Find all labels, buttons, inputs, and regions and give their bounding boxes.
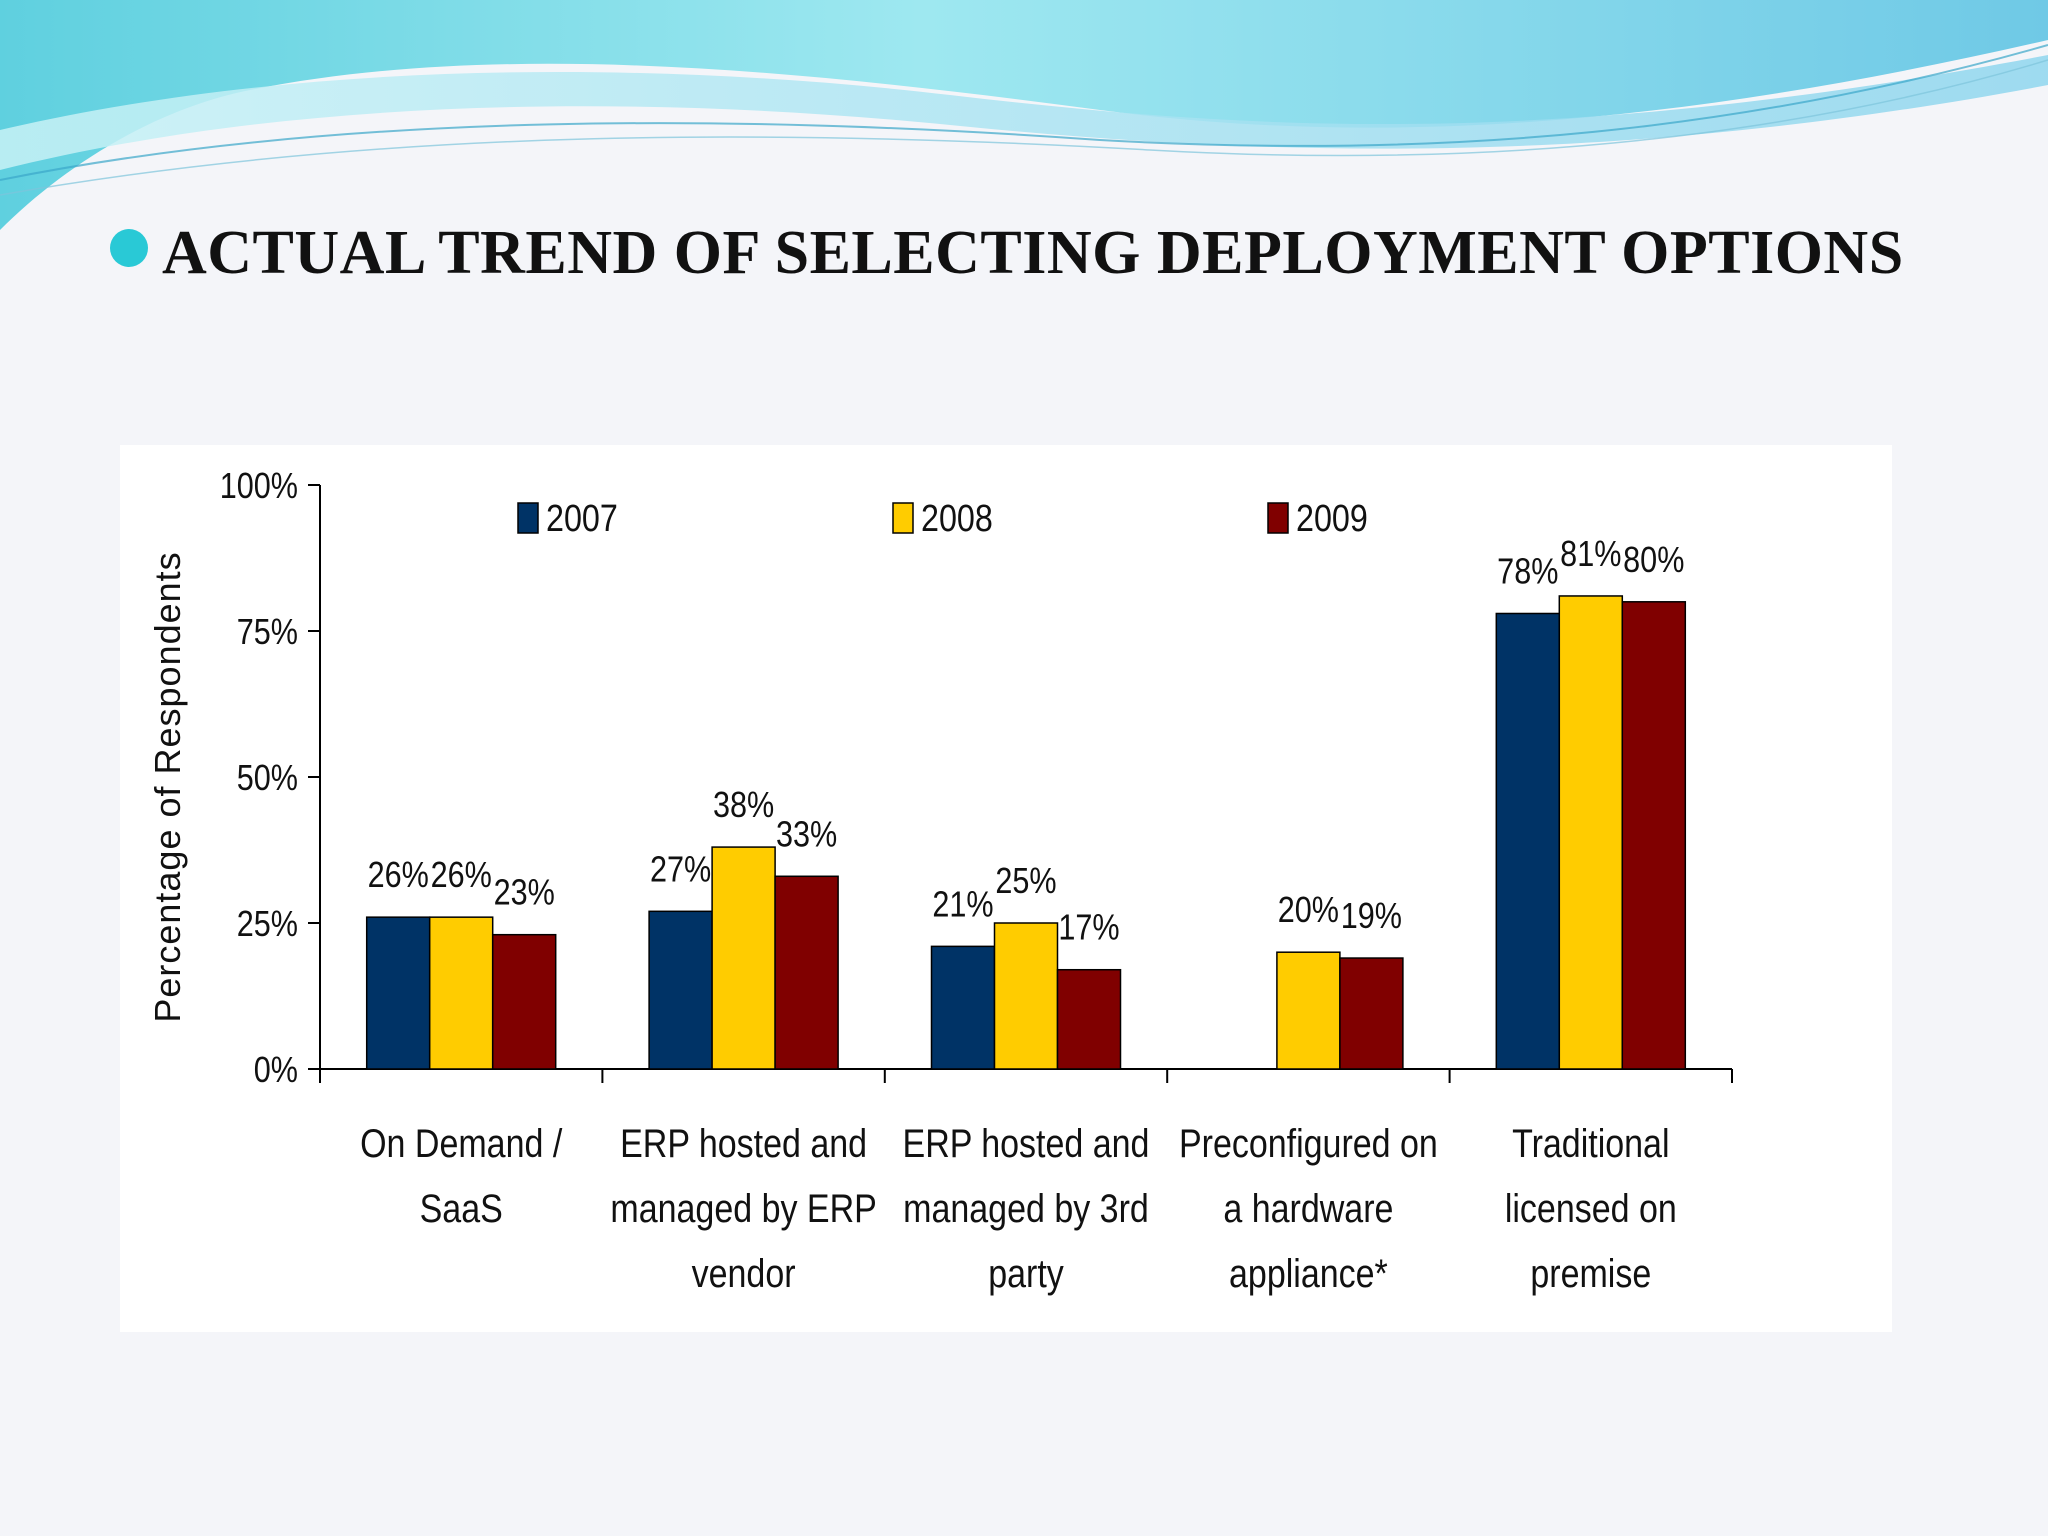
legend-label-2008: 2008 — [921, 498, 993, 540]
slide-title: ACTUAL TREND OF SELECTING DEPLOYMENT OPT… — [110, 218, 1904, 289]
bar-2009-4 — [1621, 601, 1687, 1070]
y-tick-label: 75% — [237, 613, 298, 653]
data-label: 26% — [368, 856, 429, 896]
legend-swatch-2008 — [892, 502, 914, 534]
category-label: licensed on — [1505, 1185, 1677, 1230]
category-label: Traditional — [1512, 1120, 1669, 1165]
category-label: managed by ERP — [610, 1185, 876, 1230]
category-label: ERP hosted and — [903, 1120, 1150, 1165]
legend-swatch-2007 — [517, 502, 539, 534]
y-axis-title: Percentage of Respondents — [147, 551, 188, 1022]
bar-2009-3 — [1339, 957, 1404, 1070]
category-label: Preconfigured on — [1179, 1120, 1438, 1165]
data-label: 17% — [1058, 908, 1119, 948]
bar-2007-0 — [365, 916, 431, 1070]
category-label: party — [988, 1250, 1064, 1295]
data-label: 33% — [776, 815, 837, 855]
data-label: 38% — [713, 786, 774, 826]
legend-label-2007: 2007 — [546, 498, 618, 540]
category-label: SaaS — [420, 1185, 503, 1230]
bar-2007-1 — [648, 910, 713, 1070]
data-label: 20% — [1278, 891, 1339, 931]
data-label: 21% — [932, 885, 993, 925]
data-label: 78% — [1497, 552, 1558, 592]
bar-2009-1 — [774, 875, 839, 1070]
legend-swatch-2009 — [1267, 502, 1289, 534]
data-label: 25% — [995, 862, 1056, 902]
bar-2008-3 — [1276, 951, 1341, 1070]
bullet-icon — [110, 229, 148, 267]
bar-2007-4 — [1495, 612, 1561, 1070]
category-label: premise — [1530, 1250, 1651, 1295]
data-label: 81% — [1560, 535, 1621, 575]
data-label: 23% — [494, 873, 555, 913]
y-tick-label: 25% — [237, 905, 298, 945]
y-tick-label: 0% — [254, 1051, 298, 1091]
bar-2009-2 — [1056, 968, 1122, 1070]
bar-2009-0 — [491, 933, 557, 1070]
category-label: managed by 3rd — [903, 1185, 1149, 1230]
category-label: vendor — [692, 1250, 796, 1295]
bar-chart: 0% 25% 50% 75% 100% Percentage of Respondents… — [147, 467, 1733, 1296]
category-label: a hardware — [1223, 1185, 1393, 1230]
bar-2007-2 — [930, 945, 996, 1070]
slide-title-text: ACTUAL TREND OF SELECTING DEPLOYMENT OPT… — [162, 219, 1904, 287]
category-label: ERP hosted and — [620, 1120, 867, 1165]
data-label: 19% — [1341, 897, 1402, 937]
data-label: 26% — [431, 856, 492, 896]
data-label: 80% — [1623, 541, 1684, 581]
legend-label-2009: 2009 — [1296, 498, 1368, 540]
bar-2008-0 — [428, 916, 494, 1070]
bar-2008-4 — [1558, 595, 1624, 1070]
bar-2008-2 — [993, 922, 1059, 1070]
category-label: appliance* — [1229, 1250, 1388, 1295]
y-tick-label: 50% — [237, 759, 298, 799]
chart-panel: 0% 25% 50% 75% 100% Percentage of Respondents… — [120, 445, 1892, 1332]
data-label: 27% — [650, 850, 711, 890]
y-tick-label: 100% — [220, 467, 298, 507]
category-label: On Demand / — [360, 1120, 563, 1165]
bar-2008-1 — [711, 846, 776, 1070]
